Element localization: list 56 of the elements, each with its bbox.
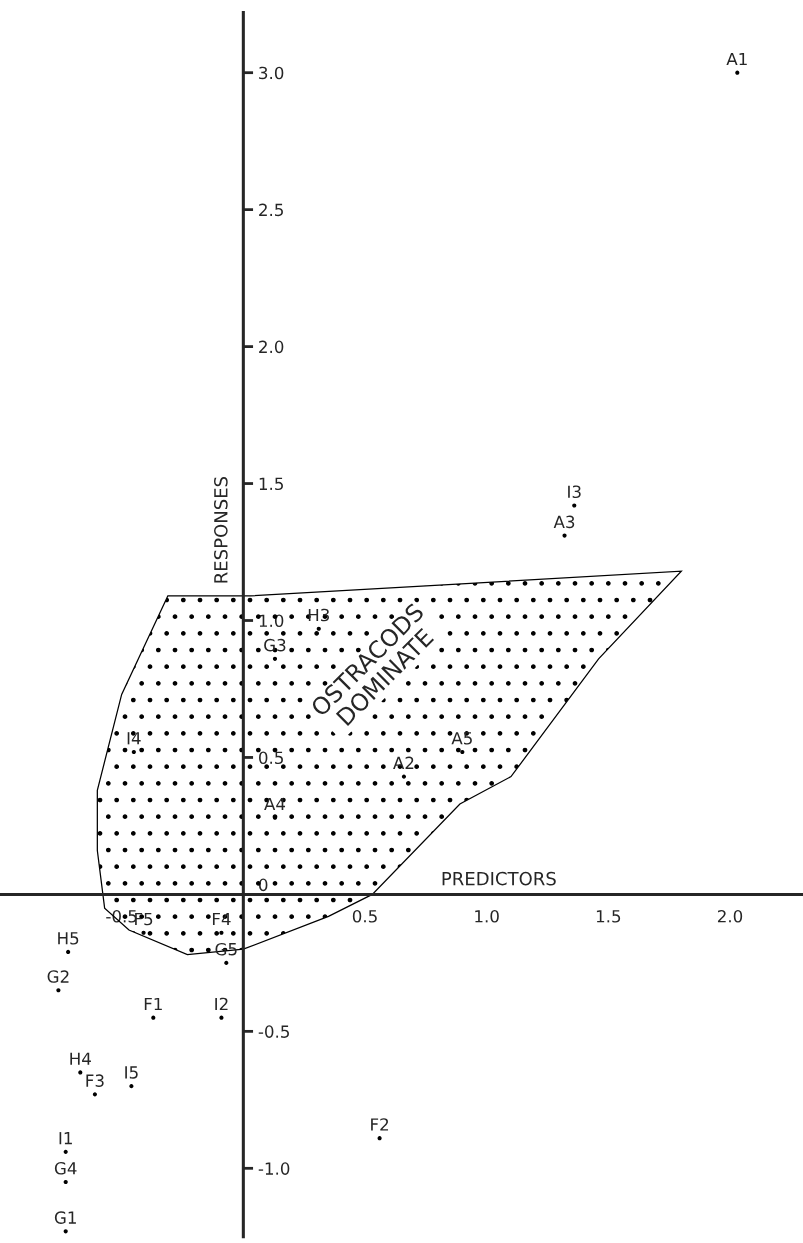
x-axis-title: PREDICTORS: [442, 871, 556, 886]
point: [401, 774, 407, 779]
y-tick-label: -0.5: [258, 1025, 289, 1038]
annotation: I2: [215, 997, 228, 1011]
annotation: F5: [135, 912, 153, 926]
point: [272, 656, 278, 661]
point: [460, 749, 465, 755]
annotation: G1: [54, 1211, 76, 1224]
annotation: I3: [568, 485, 581, 499]
x-tick-label: 2.0: [717, 909, 743, 923]
y-tick-label: 1.0: [259, 614, 284, 628]
y-axis-title: RESPONSES: [214, 476, 228, 583]
x-tick-label: 0.5: [352, 909, 377, 923]
point: [56, 988, 61, 993]
point: [735, 70, 740, 75]
annotation: G3: [264, 638, 286, 652]
point: [129, 1084, 134, 1089]
annotation: H5: [58, 932, 79, 945]
annotation: G2: [47, 970, 69, 983]
point: [572, 503, 577, 508]
annotation: I1: [59, 1132, 72, 1145]
point: [92, 1092, 97, 1097]
point: [141, 930, 146, 935]
annotation: A4: [264, 797, 286, 811]
annotation: I5: [125, 1066, 138, 1079]
point: [377, 1136, 382, 1141]
point: [151, 1015, 156, 1020]
y-tick-label: 2.5: [259, 203, 283, 217]
y-tick-label: 0.5: [259, 751, 283, 765]
annotation: A5: [451, 732, 472, 745]
point: [63, 1149, 68, 1154]
annotation: F2: [371, 1118, 389, 1131]
point: [224, 960, 229, 965]
x-tick-label: 1.0: [475, 909, 499, 923]
point: [131, 749, 136, 755]
x-tick-label: 1.5: [596, 910, 621, 923]
y-tick-label: 3.0: [259, 66, 284, 80]
annotation: F3: [86, 1074, 104, 1087]
point: [63, 1229, 68, 1234]
annotation: G4: [54, 1162, 77, 1175]
point: [66, 949, 71, 955]
y-tick-label: -1.0: [258, 1162, 290, 1175]
y-tick-label: 1.5: [259, 477, 283, 491]
point: [562, 533, 567, 538]
annotation: F1: [144, 997, 162, 1011]
annotation: H4: [70, 1052, 91, 1065]
annotation: A2: [393, 756, 414, 769]
point: [63, 1179, 68, 1185]
annotation: A3: [553, 515, 575, 529]
annotation: I4: [127, 732, 141, 745]
annotation: A1: [726, 52, 747, 66]
point: [219, 930, 224, 935]
annotation: F4: [212, 912, 231, 926]
point: [78, 1070, 83, 1075]
y-tick-label: 2.0: [259, 340, 284, 354]
point: [219, 1015, 224, 1020]
